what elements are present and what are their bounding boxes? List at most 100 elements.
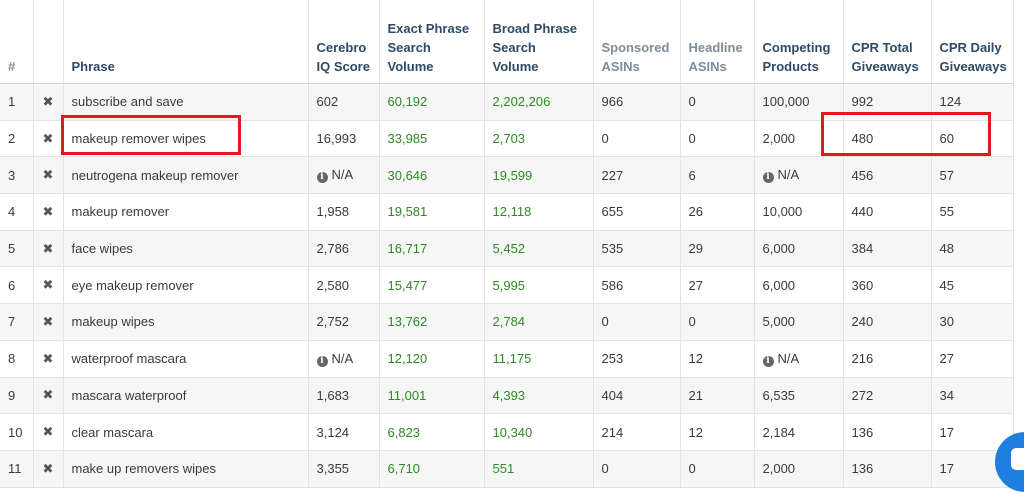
col-header-cpr-total[interactable]: CPR Total Giveaways [843, 0, 932, 84]
sponsored-asins-cell-value: 0 [601, 461, 609, 477]
cpr-total-cell: 136 [843, 450, 932, 488]
broad-volume-cell: 2,784 [484, 303, 594, 341]
headline-asins-cell-value: 0 [688, 461, 696, 477]
close-icon[interactable]: ✖ [42, 460, 54, 476]
row-number: 7 [0, 303, 34, 341]
close-icon[interactable]: ✖ [42, 93, 54, 109]
row-number: 3 [0, 156, 34, 195]
delete-row-cell: ✖ [33, 193, 64, 231]
cpr-total-cell-value: 440 [851, 204, 874, 220]
cerebro-iq-cell: 1,683 [308, 377, 380, 415]
close-icon[interactable]: ✖ [42, 277, 54, 293]
col-header-num[interactable]: # [0, 0, 34, 84]
table-row: 9 ✖ mascara waterproof 1,683 11,001 4,393 404 2… [0, 377, 1014, 415]
competing-products-cell: 5,000 [754, 303, 844, 341]
col-header-broad-volume[interactable]: Broad Phrase Search Volume [484, 0, 594, 84]
phrase-cell-value: makeup wipes [71, 314, 155, 330]
exact-volume-cell: 60,192 [379, 83, 485, 121]
headline-asins-cell: 0 [680, 450, 755, 488]
broad-volume-cell: 4,393 [484, 377, 594, 415]
competing-products-cell-value: 6,000 [762, 241, 796, 257]
cpr-daily-cell-value: 57 [939, 167, 954, 183]
headline-asins-cell-value: 0 [688, 314, 696, 330]
close-icon[interactable]: ✖ [42, 313, 54, 329]
exact-volume-cell-value: 30,646 [387, 167, 428, 183]
delete-row-cell: ✖ [33, 230, 64, 268]
broad-volume-cell-value: 2,202,206 [492, 94, 551, 110]
delete-row-cell: ✖ [33, 450, 64, 488]
col-header-cerebro-iq[interactable]: Cerebro IQ Score [308, 0, 380, 84]
cpr-daily-cell: 60 [931, 120, 1014, 158]
row-number: 1 [0, 83, 34, 121]
broad-volume-cell: 5,995 [484, 266, 594, 305]
row-number-value: 2 [8, 131, 16, 147]
info-icon[interactable]: i [316, 355, 328, 367]
row-number-value: 4 [8, 204, 16, 220]
cpr-daily-cell: 27 [931, 340, 1014, 378]
exact-volume-cell: 6,710 [379, 450, 485, 488]
sponsored-asins-cell-value: 253 [601, 351, 624, 367]
row-number-value: 8 [8, 351, 16, 367]
info-icon[interactable]: i [316, 172, 328, 184]
close-icon[interactable]: ✖ [42, 350, 54, 366]
exact-volume-cell: 12,120 [379, 340, 485, 378]
close-icon[interactable]: ✖ [42, 387, 54, 403]
phrase-cell-value: face wipes [71, 241, 133, 257]
delete-row-cell: ✖ [33, 83, 64, 121]
col-header-sponsored-asins[interactable]: Sponsored ASINs [593, 0, 681, 84]
close-icon[interactable]: ✖ [42, 167, 54, 183]
phrase-cell: face wipes [63, 230, 309, 268]
sponsored-asins-cell: 0 [593, 450, 681, 488]
exact-volume-cell: 15,477 [379, 266, 485, 305]
info-icon[interactable]: i [762, 355, 774, 367]
phrase-cell-value: waterproof mascara [71, 351, 187, 367]
col-header-exact-volume[interactable]: Exact Phrase Search Volume [379, 0, 485, 84]
phrase-cell: makeup wipes [63, 303, 309, 341]
cpr-total-cell-value: 240 [851, 314, 874, 330]
row-number-value: 1 [8, 94, 16, 110]
close-icon[interactable]: ✖ [42, 240, 54, 256]
table-row: 10 ✖ clear mascara 3,124 6,823 10,340 214 12 2,1… [0, 413, 1014, 451]
cerebro-iq-cell: 3,124 [308, 413, 380, 451]
col-header-cpr-daily[interactable]: CPR Daily Giveaways [931, 0, 1014, 84]
close-icon[interactable]: ✖ [42, 203, 54, 219]
col-header-headline-asins[interactable]: Headline ASINs [680, 0, 755, 84]
close-icon[interactable]: ✖ [42, 130, 54, 146]
row-number: 6 [0, 266, 34, 305]
table-row: 3 ✖ neutrogena makeup remover i N/A 30,646 19,… [0, 156, 1014, 195]
broad-volume-cell: 10,340 [484, 413, 594, 451]
exact-volume-cell-value: 11,001 [387, 387, 427, 403]
competing-products-cell-value: 2,000 [762, 461, 796, 477]
broad-volume-cell-value: 551 [492, 461, 515, 477]
broad-volume-cell: 19,599 [484, 156, 594, 195]
col-header-competing-products[interactable]: Competing Products [754, 0, 844, 84]
exact-volume-cell-value: 6,710 [387, 461, 421, 477]
cerebro-iq-cell: 2,752 [308, 303, 380, 341]
headline-asins-cell-value: 26 [688, 204, 703, 220]
headline-asins-cell: 21 [680, 377, 755, 415]
info-icon[interactable]: i [762, 172, 774, 184]
cpr-daily-cell-value: 124 [939, 94, 962, 110]
sponsored-asins-cell: 253 [593, 340, 681, 378]
cpr-total-cell: 440 [843, 193, 932, 231]
sponsored-asins-cell: 404 [593, 377, 681, 415]
phrase-cell-value: makeup remover [71, 204, 170, 220]
phrase-cell-value: eye makeup remover [71, 277, 194, 293]
cpr-daily-cell-value: 17 [939, 461, 954, 477]
headline-asins-cell: 0 [680, 83, 755, 121]
competing-products-cell-value: 2,000 [762, 131, 796, 147]
sponsored-asins-cell-value: 214 [601, 424, 624, 440]
cpr-total-cell: 240 [843, 303, 932, 341]
close-icon[interactable]: ✖ [42, 424, 54, 440]
cerebro-iq-cell: 3,355 [308, 450, 380, 488]
exact-volume-cell-value: 16,717 [387, 241, 428, 257]
col-header-phrase[interactable]: Phrase [63, 0, 309, 84]
cpr-daily-cell-value: 60 [939, 131, 954, 147]
col-header-delete [33, 0, 64, 84]
cpr-total-cell: 480 [843, 120, 932, 158]
row-number-value: 6 [8, 277, 16, 293]
phrase-cell: mascara waterproof [63, 377, 309, 415]
table-row: 1 ✖ subscribe and save 602 60,192 2,202,206 96… [0, 83, 1014, 121]
cerebro-iq-cell-value: N/A [331, 350, 354, 366]
exact-volume-cell: 13,762 [379, 303, 485, 341]
